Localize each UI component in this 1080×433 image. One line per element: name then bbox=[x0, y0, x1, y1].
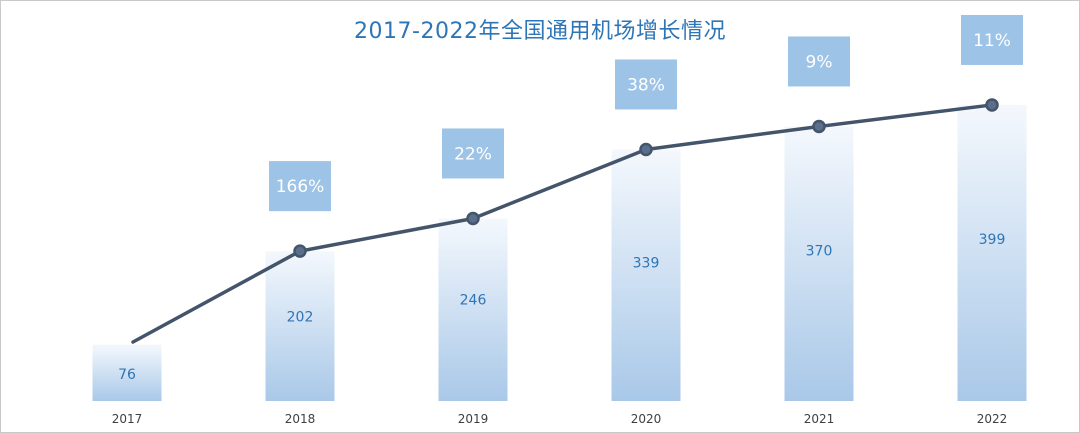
x-tick-2017: 2017 bbox=[112, 412, 143, 426]
trend-line bbox=[131, 103, 994, 344]
trend-line-group bbox=[131, 98, 999, 344]
bar-series bbox=[92, 104, 1027, 402]
value-label-2021: 370 bbox=[806, 243, 833, 259]
bar-2022 bbox=[957, 104, 1027, 401]
growth-label-2018: 166% bbox=[276, 177, 325, 197]
value-label-2018: 202 bbox=[287, 310, 314, 326]
growth-label-2019: 22% bbox=[454, 144, 492, 164]
x-tick-2020: 2020 bbox=[631, 412, 662, 426]
value-label-2019: 246 bbox=[460, 292, 487, 308]
bar-2018 bbox=[265, 251, 335, 401]
value-label-2017: 76 bbox=[118, 367, 136, 383]
growth-box-2020 bbox=[615, 59, 677, 110]
value-labels: 76 202 246 339 370 399 bbox=[118, 232, 1005, 383]
x-tick-2019: 2019 bbox=[458, 412, 489, 426]
line-marker-2019 bbox=[466, 211, 480, 226]
line-marker-2020 bbox=[639, 142, 653, 157]
x-tick-2021: 2021 bbox=[804, 412, 835, 426]
x-tick-2018: 2018 bbox=[285, 412, 316, 426]
line-marker-2021 bbox=[812, 119, 826, 134]
growth-box-2022 bbox=[961, 14, 1023, 65]
growth-label-2022: 11% bbox=[973, 31, 1011, 51]
x-axis-labels: 2017 2018 2019 2020 2021 2022 bbox=[112, 412, 1008, 426]
line-marker-2022 bbox=[985, 98, 999, 112]
growth-box-2021 bbox=[788, 36, 850, 87]
growth-label-2020: 38% bbox=[627, 75, 665, 95]
x-tick-2022: 2022 bbox=[977, 412, 1008, 426]
growth-labels: 166% 22% 38% 9% 11% bbox=[269, 14, 1023, 212]
bar-2017 bbox=[92, 344, 162, 401]
value-label-2022: 399 bbox=[979, 232, 1006, 248]
bar-2021 bbox=[784, 126, 854, 402]
value-label-2020: 339 bbox=[633, 256, 660, 272]
line-marker-2018 bbox=[293, 244, 307, 258]
chart-title: 2017-2022年全国通用机场增长情况 bbox=[354, 19, 726, 44]
bar-2020 bbox=[611, 149, 681, 401]
growth-box-2019 bbox=[442, 128, 504, 179]
growth-box-2018 bbox=[269, 161, 331, 212]
bar-2019 bbox=[438, 218, 508, 401]
growth-label-2021: 9% bbox=[806, 52, 833, 72]
